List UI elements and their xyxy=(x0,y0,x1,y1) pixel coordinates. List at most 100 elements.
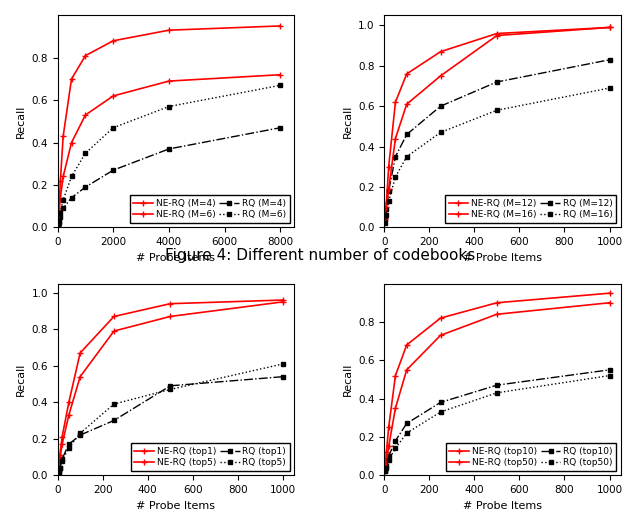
RQ (M=4) xyxy=(55,220,63,226)
RQ (M=12) xyxy=(392,154,399,160)
NE-RQ (M=16) xyxy=(383,204,390,210)
NE-RQ (top5) xyxy=(279,299,287,305)
NE-RQ (top1) xyxy=(65,399,73,405)
NE-RQ (M=16) xyxy=(381,216,389,222)
NE-RQ (top10) xyxy=(392,373,399,379)
RQ (M=6) xyxy=(276,82,284,88)
RQ (top50) xyxy=(381,468,389,474)
NE-RQ (top5) xyxy=(76,374,84,380)
Line: RQ (top1): RQ (top1) xyxy=(57,375,285,474)
Line: RQ (top10): RQ (top10) xyxy=(383,368,612,474)
RQ (M=12) xyxy=(493,79,500,85)
NE-RQ (M=12) xyxy=(493,31,500,37)
RQ (top5) xyxy=(65,445,73,451)
RQ (top10) xyxy=(436,400,444,406)
RQ (M=4) xyxy=(54,224,61,230)
RQ (top1) xyxy=(110,417,118,424)
RQ (top5) xyxy=(55,469,63,475)
RQ (M=12) xyxy=(383,206,390,212)
NE-RQ (top10) xyxy=(436,315,444,321)
RQ (M=6) xyxy=(60,197,67,203)
NE-RQ (top5) xyxy=(110,328,118,334)
Legend: NE-RQ (M=12), NE-RQ (M=16), RQ (M=12), RQ (M=16): NE-RQ (M=12), NE-RQ (M=16), RQ (M=12), R… xyxy=(445,195,616,223)
RQ (top1) xyxy=(76,432,84,438)
NE-RQ (top1) xyxy=(279,297,287,303)
RQ (M=16) xyxy=(385,198,392,204)
NE-RQ (M=6) xyxy=(54,220,62,226)
RQ (M=16) xyxy=(383,212,390,218)
RQ (M=6) xyxy=(68,173,76,179)
Line: NE-RQ (top50): NE-RQ (top50) xyxy=(382,299,613,473)
NE-RQ (M=16) xyxy=(605,25,613,31)
NE-RQ (M=6) xyxy=(60,173,67,179)
RQ (top5) xyxy=(56,465,64,471)
RQ (M=4) xyxy=(54,222,62,228)
NE-RQ (M=4) xyxy=(54,222,61,228)
RQ (M=12) xyxy=(436,103,444,109)
RQ (top1) xyxy=(279,374,287,380)
RQ (M=16) xyxy=(605,85,613,91)
RQ (M=16) xyxy=(493,107,500,113)
NE-RQ (top10) xyxy=(605,290,613,296)
Line: RQ (top50): RQ (top50) xyxy=(383,374,612,474)
Line: NE-RQ (M=4): NE-RQ (M=4) xyxy=(54,22,284,229)
NE-RQ (top50) xyxy=(381,467,389,473)
RQ (M=16) xyxy=(436,129,444,135)
X-axis label: # Probe Items: # Probe Items xyxy=(463,500,542,510)
RQ (top5) xyxy=(58,457,66,463)
RQ (M=12) xyxy=(385,188,392,194)
RQ (top10) xyxy=(385,453,392,459)
NE-RQ (M=4) xyxy=(81,53,89,59)
RQ (top10) xyxy=(392,437,399,444)
RQ (M=16) xyxy=(403,154,410,160)
Line: NE-RQ (M=6): NE-RQ (M=6) xyxy=(54,71,284,229)
RQ (M=12) xyxy=(605,57,613,63)
NE-RQ (top5) xyxy=(65,412,73,418)
NE-RQ (M=6) xyxy=(109,93,117,99)
Line: RQ (M=4): RQ (M=4) xyxy=(56,126,282,229)
NE-RQ (M=12) xyxy=(381,214,389,220)
NE-RQ (M=6) xyxy=(54,222,61,228)
RQ (M=12) xyxy=(381,216,389,222)
RQ (top10) xyxy=(493,382,500,388)
RQ (top1) xyxy=(58,456,66,462)
RQ (top10) xyxy=(383,462,390,469)
NE-RQ (top5) xyxy=(56,456,64,462)
X-axis label: # Probe Items: # Probe Items xyxy=(136,500,216,510)
RQ (M=6) xyxy=(81,150,89,156)
NE-RQ (top50) xyxy=(436,332,444,338)
NE-RQ (top10) xyxy=(493,299,500,306)
NE-RQ (M=16) xyxy=(403,101,410,107)
RQ (top50) xyxy=(493,390,500,396)
NE-RQ (M=12) xyxy=(605,25,613,31)
NE-RQ (top1) xyxy=(58,434,66,440)
Y-axis label: Recall: Recall xyxy=(342,363,353,396)
NE-RQ (top10) xyxy=(383,449,390,455)
NE-RQ (top10) xyxy=(385,424,392,430)
RQ (M=6) xyxy=(165,103,173,109)
Y-axis label: Recall: Recall xyxy=(342,105,353,138)
RQ (M=6) xyxy=(54,224,61,230)
NE-RQ (top1) xyxy=(76,350,84,356)
NE-RQ (M=16) xyxy=(493,33,500,39)
X-axis label: # Probe Items: # Probe Items xyxy=(463,252,542,263)
NE-RQ (M=4) xyxy=(165,27,173,33)
RQ (M=6) xyxy=(54,222,62,228)
RQ (M=6) xyxy=(109,125,117,131)
NE-RQ (M=4) xyxy=(109,38,117,44)
RQ (top1) xyxy=(55,469,63,475)
RQ (top5) xyxy=(76,430,84,436)
Legend: NE-RQ (top10), NE-RQ (top50), RQ (top10), RQ (top50): NE-RQ (top10), NE-RQ (top50), RQ (top10)… xyxy=(445,443,616,471)
NE-RQ (M=12) xyxy=(392,99,399,105)
RQ (top50) xyxy=(383,464,390,471)
Legend: NE-RQ (top1), NE-RQ (top5), RQ (top1), RQ (top5): NE-RQ (top1), NE-RQ (top5), RQ (top1), R… xyxy=(131,443,290,471)
RQ (top10) xyxy=(381,468,389,474)
NE-RQ (top50) xyxy=(383,459,390,465)
NE-RQ (M=4) xyxy=(68,76,76,82)
RQ (top50) xyxy=(605,373,613,379)
NE-RQ (M=16) xyxy=(392,135,399,142)
NE-RQ (M=4) xyxy=(56,178,64,184)
NE-RQ (top50) xyxy=(392,405,399,411)
NE-RQ (M=12) xyxy=(403,71,410,77)
NE-RQ (M=4) xyxy=(276,23,284,29)
